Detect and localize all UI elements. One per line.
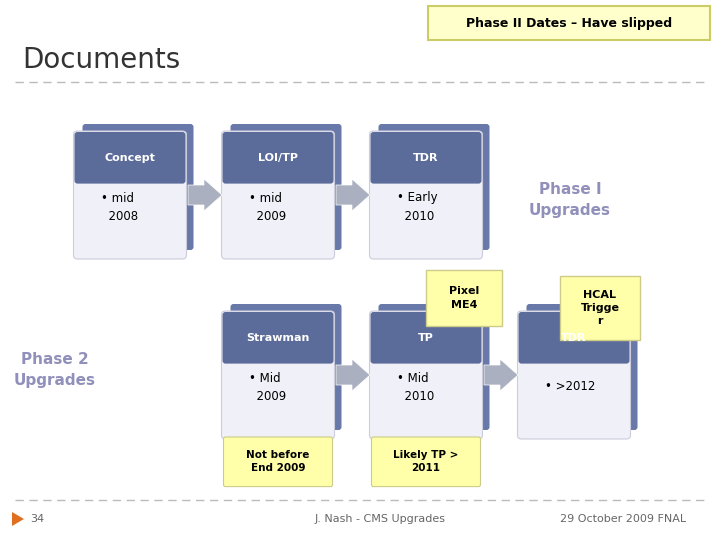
FancyBboxPatch shape <box>371 312 482 363</box>
FancyBboxPatch shape <box>518 312 629 363</box>
Text: Not before
End 2009: Not before End 2009 <box>246 450 310 474</box>
FancyBboxPatch shape <box>379 304 490 430</box>
FancyBboxPatch shape <box>426 270 502 326</box>
Text: Phase II Dates – Have slipped: Phase II Dates – Have slipped <box>466 17 672 30</box>
FancyBboxPatch shape <box>379 124 490 250</box>
FancyBboxPatch shape <box>230 304 341 430</box>
FancyBboxPatch shape <box>372 437 480 487</box>
FancyBboxPatch shape <box>222 132 333 184</box>
Text: • Early
  2010: • Early 2010 <box>397 192 437 222</box>
Text: Phase I
Upgrades: Phase I Upgrades <box>529 182 611 218</box>
Text: LOI/TP: LOI/TP <box>258 153 298 163</box>
Text: J. Nash - CMS Upgrades: J. Nash - CMS Upgrades <box>315 514 446 524</box>
FancyBboxPatch shape <box>222 311 335 439</box>
FancyBboxPatch shape <box>371 132 482 184</box>
Text: Concept: Concept <box>104 153 156 163</box>
FancyBboxPatch shape <box>83 124 194 250</box>
FancyBboxPatch shape <box>369 131 482 259</box>
FancyBboxPatch shape <box>560 276 640 340</box>
FancyBboxPatch shape <box>230 124 341 250</box>
FancyBboxPatch shape <box>223 437 333 487</box>
Polygon shape <box>188 179 222 211</box>
Text: HCAL
Trigge
r: HCAL Trigge r <box>580 290 619 326</box>
FancyBboxPatch shape <box>222 312 333 363</box>
Text: • Mid
  2010: • Mid 2010 <box>397 372 434 402</box>
FancyBboxPatch shape <box>222 131 335 259</box>
Text: • mid
  2009: • mid 2009 <box>248 192 286 222</box>
FancyBboxPatch shape <box>74 132 186 184</box>
Polygon shape <box>336 359 370 391</box>
FancyBboxPatch shape <box>518 311 631 439</box>
Text: Phase 2
Upgrades: Phase 2 Upgrades <box>14 352 96 388</box>
FancyBboxPatch shape <box>526 304 637 430</box>
Text: TDR: TDR <box>413 153 438 163</box>
FancyBboxPatch shape <box>369 311 482 439</box>
Text: Strawman: Strawman <box>246 333 310 343</box>
FancyBboxPatch shape <box>428 6 710 40</box>
Text: Documents: Documents <box>22 46 180 74</box>
Text: Likely TP >
2011: Likely TP > 2011 <box>393 450 459 474</box>
Polygon shape <box>484 359 518 391</box>
FancyBboxPatch shape <box>73 131 186 259</box>
Text: TP: TP <box>418 333 434 343</box>
Text: Pixel
ME4: Pixel ME4 <box>449 286 479 309</box>
Text: TDR: TDR <box>562 333 587 343</box>
Polygon shape <box>336 179 370 211</box>
Text: • mid
  2008: • mid 2008 <box>101 192 138 222</box>
Polygon shape <box>12 512 24 526</box>
Text: 34: 34 <box>30 514 44 524</box>
Text: 29 October 2009 FNAL: 29 October 2009 FNAL <box>560 514 686 524</box>
Text: • >2012: • >2012 <box>544 381 595 394</box>
Text: • Mid
  2009: • Mid 2009 <box>248 372 286 402</box>
